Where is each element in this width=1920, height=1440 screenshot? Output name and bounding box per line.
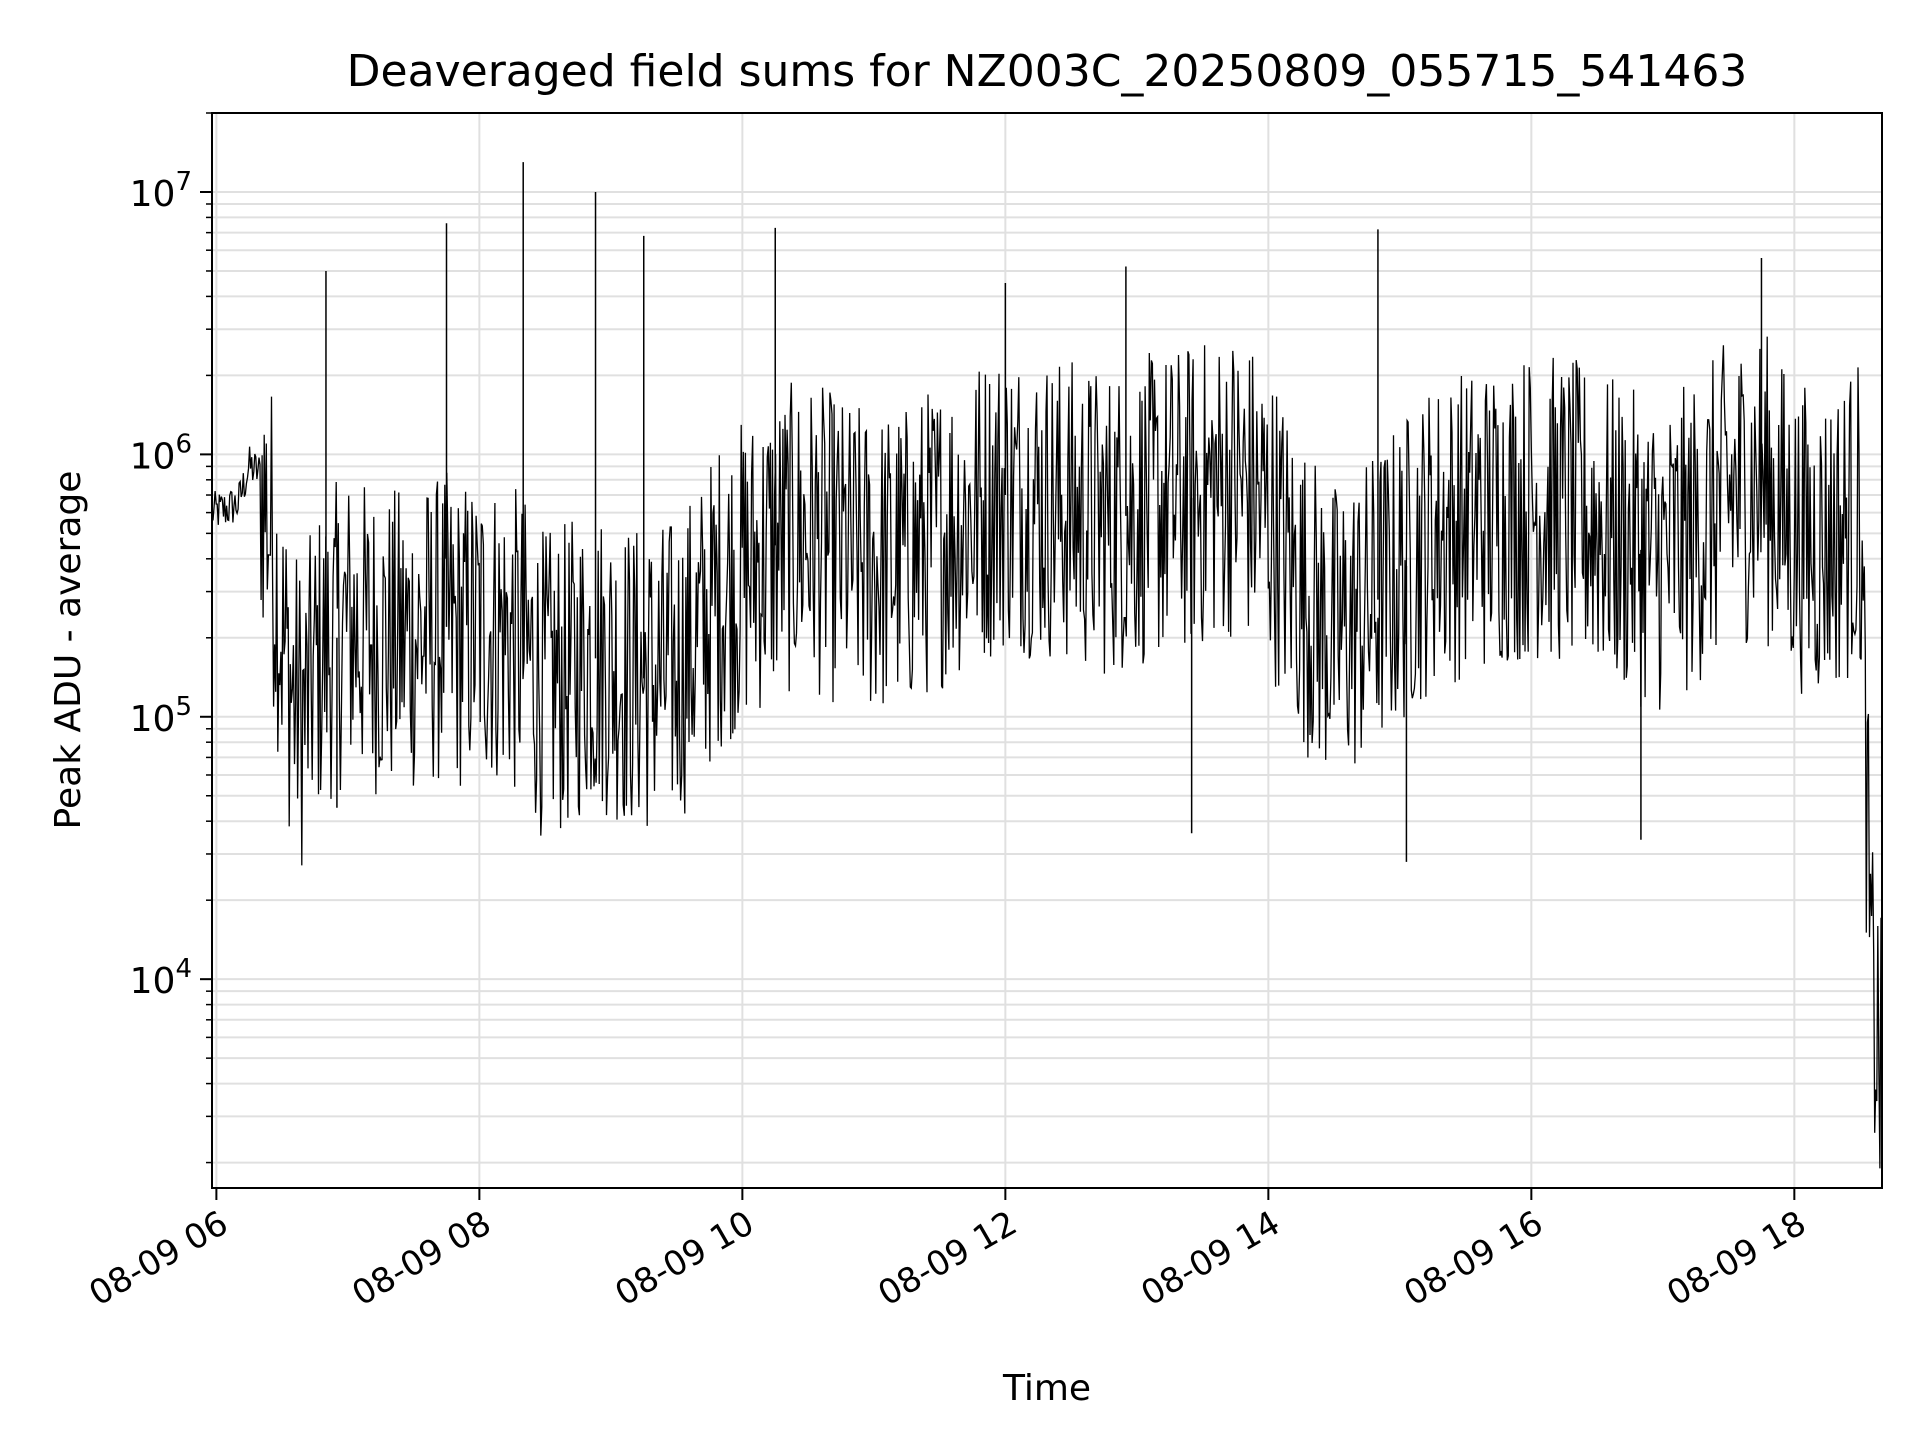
data-series: [211, 162, 1883, 1169]
series-line: [211, 336, 1883, 1169]
y-axis-label: Peak ADU - average: [48, 471, 89, 830]
chart-title: Deaveraged field sums for NZ003C_2025080…: [347, 46, 1748, 97]
y-axis-ticks: 104 105 106 107: [130, 112, 212, 1164]
y-tick-label: 105: [130, 692, 192, 740]
x-axis-label: Time: [1002, 1368, 1091, 1409]
plot-frame: [211, 112, 1883, 1189]
y-tick-label: 107: [130, 167, 192, 215]
y-tick-label: 104: [130, 954, 192, 1002]
y-tick-label: 106: [130, 429, 192, 477]
